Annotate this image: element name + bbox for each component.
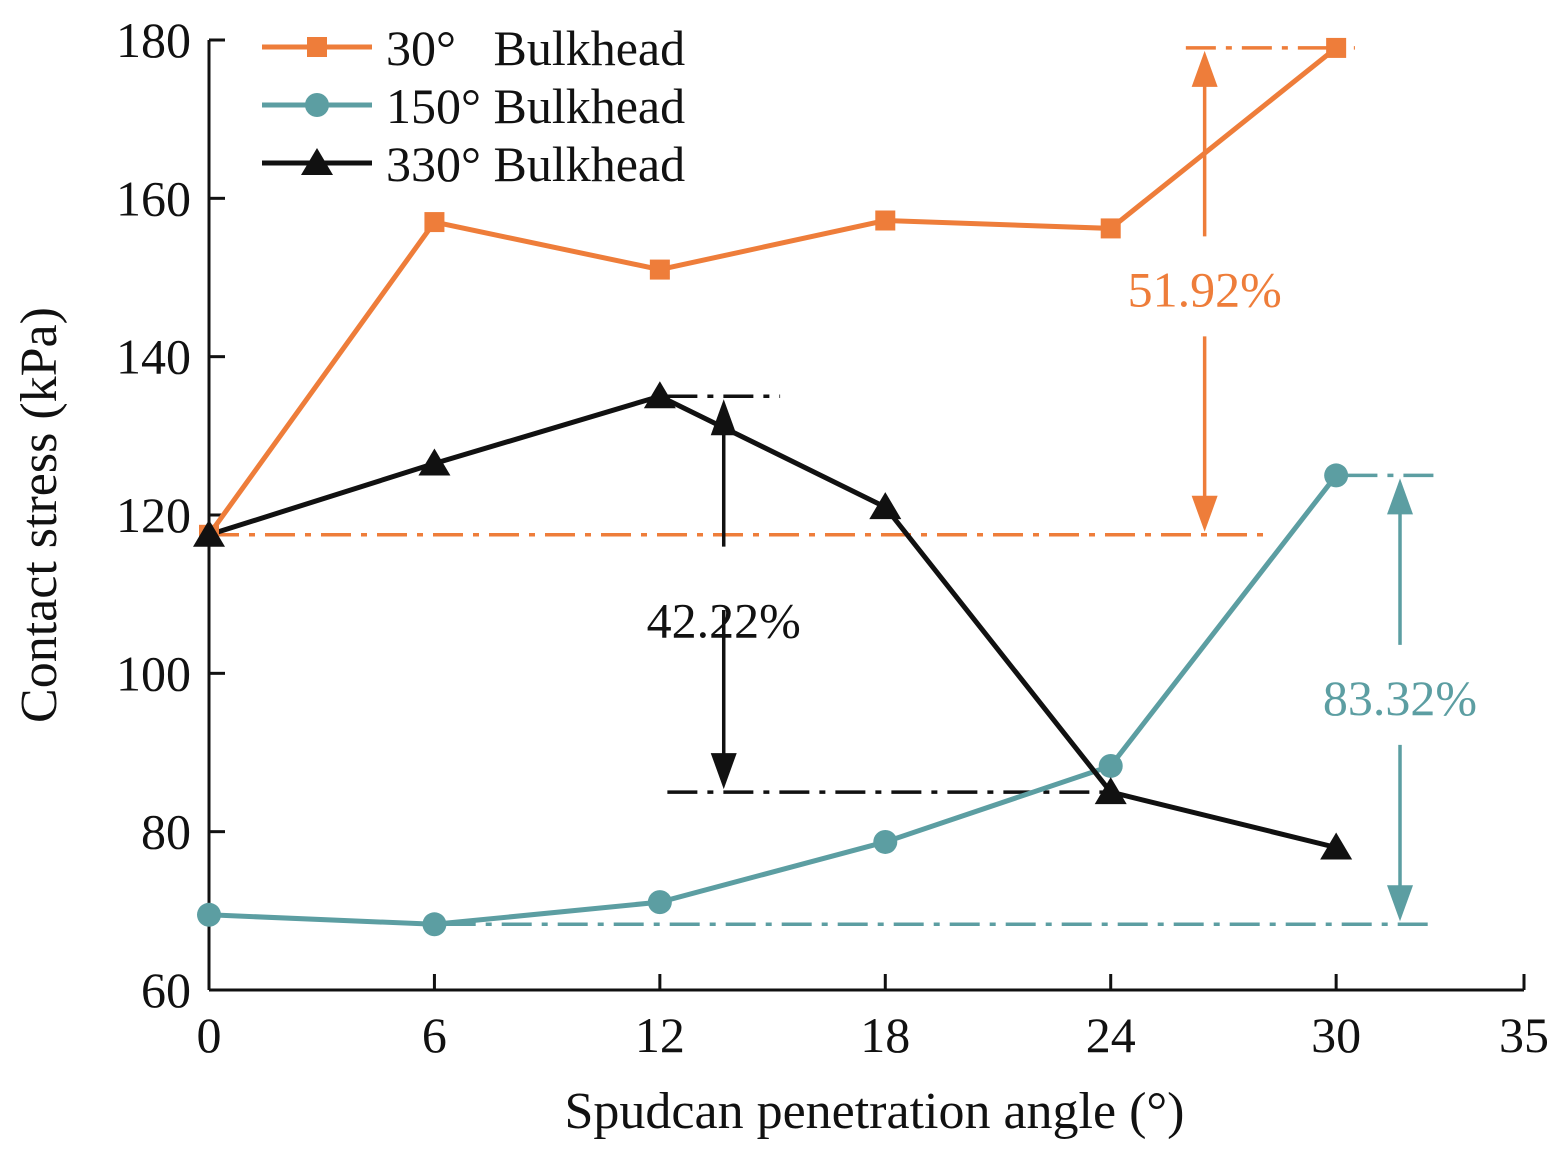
data-point-1: [422, 912, 447, 937]
y-tick-label: 60: [141, 962, 191, 1018]
legend-marker-0: [307, 37, 327, 57]
data-point-1: [1324, 463, 1349, 488]
series-line-0: [206, 45, 1338, 537]
y-tick-label: 180: [116, 12, 191, 68]
x-tick-label: 18: [860, 1007, 910, 1063]
data-point-1: [873, 829, 898, 854]
legend-label-0: 30° Bulkhead: [386, 20, 685, 76]
legend-label-2: 330° Bulkhead: [386, 136, 685, 192]
annotation-arrowhead-0: [1191, 50, 1218, 87]
y-tick-label: 100: [116, 645, 191, 701]
x-tick-label: 30: [1311, 1007, 1361, 1063]
annotation-arrowhead-1: [710, 399, 737, 436]
annotation-arrowhead-2: [1387, 885, 1414, 922]
data-point-0: [649, 259, 670, 280]
y-tick-label: 160: [116, 170, 191, 226]
annotations: 51.92% 42.22% 83.32%: [647, 50, 1477, 922]
data-point-2: [643, 381, 676, 409]
data-point-2: [869, 492, 902, 520]
annotation-label-2: 83.32%: [1323, 670, 1477, 726]
y-axis-title: Contact stress (kPa): [11, 307, 68, 723]
legend-marker-1: [305, 93, 329, 117]
series-lines: [193, 37, 1353, 937]
y-tick-label: 80: [141, 804, 191, 860]
x-tick-label: 12: [635, 1007, 685, 1063]
annotation-arrowhead-0: [1191, 495, 1218, 532]
data-point-2: [1094, 777, 1127, 805]
annotation-arrowhead-1: [710, 753, 737, 790]
data-point-2: [193, 519, 225, 547]
x-axis-title: Spudcan penetration angle (°): [564, 1083, 1184, 1140]
x-tick-label: 0: [197, 1007, 222, 1063]
series-line-2: [208, 393, 1337, 850]
data-point-1: [197, 902, 221, 927]
legend-label-1: 150° Bulkhead: [386, 78, 685, 134]
annotation-label-1: 42.22%: [647, 593, 801, 649]
legend-marker-2: [301, 148, 333, 175]
series-line-1: [208, 473, 1339, 927]
data-point-0: [424, 212, 445, 233]
data-point-2: [418, 448, 451, 476]
axes: 60 80 100 120 140 160 180 0 6 12 18 24 30 35 Spudcan p…: [11, 12, 1549, 1140]
data-point-1: [647, 890, 672, 915]
x-tick-label: 6: [422, 1007, 447, 1063]
annotation-label-0: 51.92%: [1128, 261, 1282, 317]
data-point-1: [1098, 753, 1123, 778]
x-tick-label: 35: [1499, 1007, 1549, 1063]
data-point-2: [1320, 832, 1353, 860]
y-tick-label: 120: [116, 487, 191, 543]
y-tick-label: 140: [116, 329, 191, 385]
data-point-0: [875, 210, 896, 231]
data-point-0: [1100, 218, 1121, 239]
x-tick-label: 24: [1086, 1007, 1136, 1063]
data-point-0: [1326, 37, 1347, 58]
annotation-arrowhead-2: [1387, 478, 1414, 515]
